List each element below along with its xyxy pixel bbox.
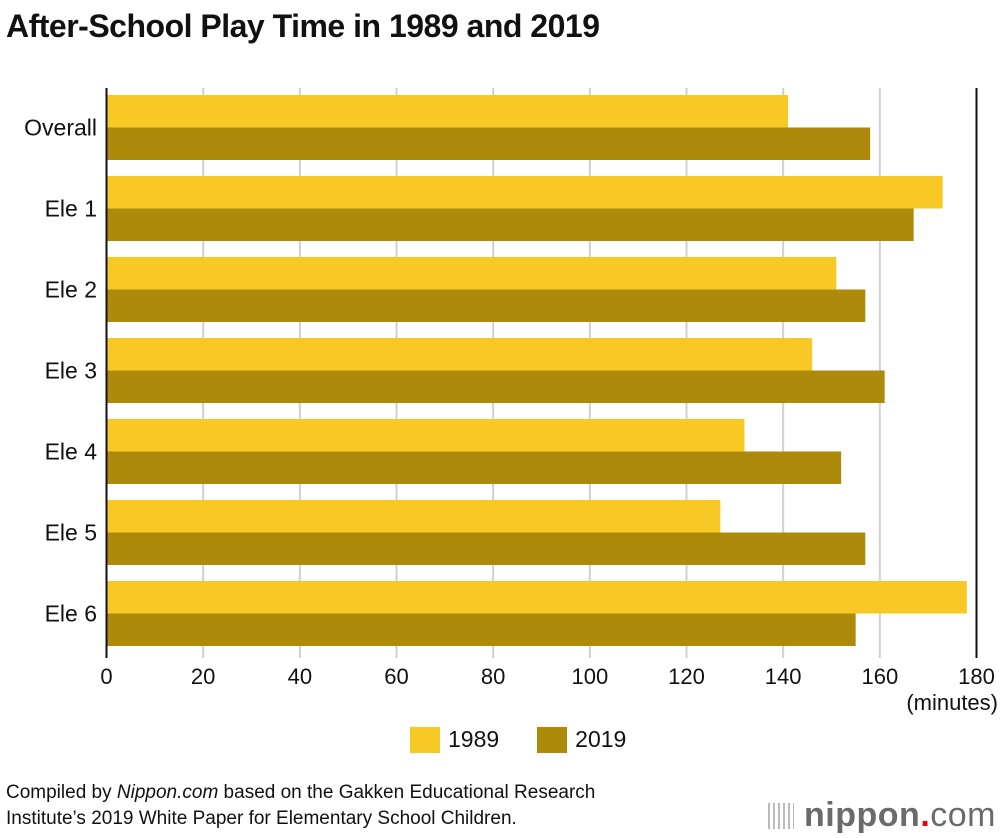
x-tick-label: 20: [191, 664, 215, 689]
legend-item-2019: 2019: [537, 726, 626, 753]
bar-1989: [106, 257, 837, 290]
x-axis-label: (minutes): [906, 690, 998, 715]
logo-mark-icon: [768, 802, 795, 829]
category-label: Overall: [24, 115, 97, 141]
category-label: Ele 5: [45, 520, 97, 546]
chart-title: After-School Play Time in 1989 and 2019: [6, 8, 600, 44]
category-label: Ele 2: [45, 277, 97, 303]
bar-1989: [106, 338, 813, 371]
category-label: Ele 4: [45, 439, 98, 465]
x-tick-label: 60: [384, 664, 408, 689]
legend-swatch-1989: [410, 726, 440, 753]
bar-2019: [106, 208, 914, 241]
bar-2019: [106, 127, 871, 160]
x-tick-label: 40: [288, 664, 312, 689]
x-tick-label: 120: [668, 664, 705, 689]
bar-1989: [106, 581, 967, 614]
source-site: Nippon.com: [116, 782, 219, 803]
x-tick-label: 80: [481, 664, 505, 689]
legend: 1989 2019: [410, 726, 626, 753]
source-text: based on the Gakken Educational Research: [218, 782, 596, 803]
source-text: Compiled by: [6, 782, 117, 803]
bar-2019: [106, 532, 866, 565]
bar-2019: [106, 289, 866, 322]
nippon-logo: nippon. com: [768, 796, 996, 835]
bar-2019: [106, 451, 842, 484]
source-note: Compiled by Nippon.com based on the Gakk…: [6, 780, 595, 832]
bar-1989: [106, 176, 943, 209]
bar-1989: [106, 419, 745, 452]
legend-swatch-2019: [537, 726, 568, 753]
x-tick-label: 0: [100, 664, 112, 689]
bar-2019: [106, 613, 856, 646]
x-tick-label: 140: [765, 664, 802, 689]
source-text: Institute’s 2019 White Paper for Element…: [6, 808, 517, 829]
category-label: Ele 3: [45, 358, 97, 384]
bar-1989: [106, 500, 721, 533]
legend-label: 1989: [448, 726, 500, 752]
bar-chart: 0 20 40 60 80 100 120 140 160 180 Overall Ele 1 Ele …: [24, 88, 995, 689]
legend-label: 2019: [575, 726, 627, 752]
bar-2019: [106, 370, 885, 403]
x-tick-label: 180: [958, 664, 995, 689]
bar-1989: [106, 95, 788, 128]
x-tick-label: 160: [861, 664, 898, 689]
x-tick-label: 100: [571, 664, 608, 689]
legend-item-1989: 1989: [410, 726, 499, 753]
category-label: Ele 1: [45, 196, 97, 222]
category-label: Ele 6: [45, 601, 97, 627]
